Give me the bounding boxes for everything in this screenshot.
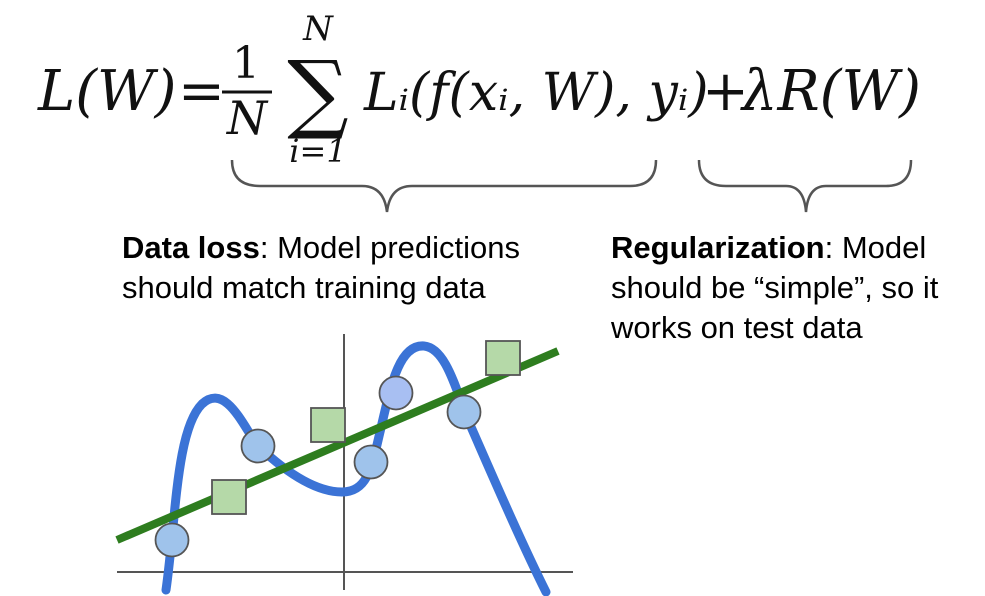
regularization-brace — [697, 159, 913, 213]
data-circle — [154, 522, 190, 558]
data-loss-line1: Data loss: Model predictions — [122, 228, 592, 268]
data-loss-caption: Data loss: Model predictions should matc… — [122, 228, 592, 308]
data-square — [310, 407, 346, 443]
regularization-desc-2: should be “simple”, so it — [611, 270, 939, 305]
regularization-title: Regularization — [611, 230, 825, 265]
equals-sign: = — [178, 59, 225, 124]
data-loss-brace — [230, 159, 658, 213]
data-circle — [240, 428, 276, 464]
data-circle — [353, 444, 389, 480]
regularization-caption: Regularization: Model should be “simple”… — [611, 228, 971, 348]
lhs-loss: L(W) — [37, 59, 176, 124]
data-loss-desc-1: : Model predictions — [259, 230, 521, 265]
regularization-term: λR(W) — [740, 59, 921, 124]
fraction-numerator: 1 — [232, 38, 260, 89]
regularization-desc-3: works on test data — [611, 310, 863, 345]
data-loss-title: Data loss — [122, 230, 260, 265]
loss-equation: L(W) = 1 N N ∑ i=1 Lᵢ(f(xᵢ, W), yᵢ) + λR… — [37, 9, 921, 170]
fit-plot — [115, 334, 573, 596]
data-loss-desc-2: should match training data — [122, 270, 486, 305]
plus-sign: + — [702, 59, 749, 124]
sum-symbol: ∑ — [287, 43, 348, 143]
sum-upper-limit: N — [302, 9, 334, 49]
data-square — [211, 479, 247, 515]
sum-lower-limit: i=1 — [289, 132, 346, 170]
data-square — [485, 340, 521, 376]
fraction-denominator: N — [226, 91, 269, 145]
regularization-desc-1: : Model — [824, 230, 927, 265]
data-circle — [378, 375, 414, 411]
data-circle — [446, 394, 482, 430]
simple-fit-line — [115, 347, 560, 544]
data-loss-term: Lᵢ(f(xᵢ, W), yᵢ) — [363, 63, 709, 123]
regularization-line1: Regularization: Model — [611, 228, 971, 268]
